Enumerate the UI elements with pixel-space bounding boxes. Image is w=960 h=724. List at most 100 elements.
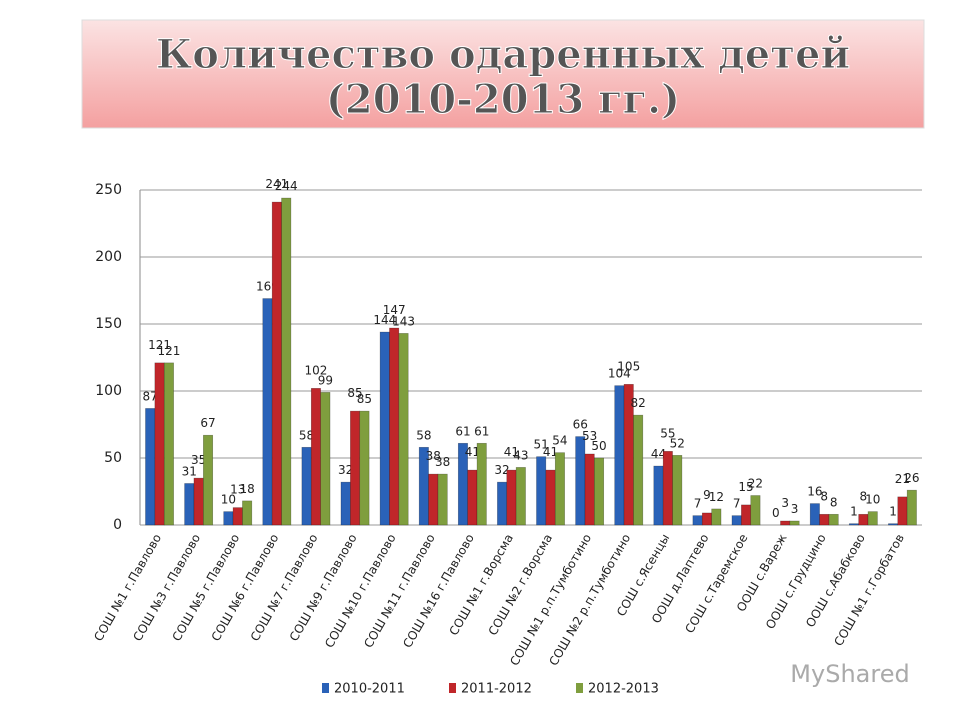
value-label: 38	[426, 449, 441, 463]
value-label: 102	[304, 363, 327, 377]
bar	[271, 201, 282, 526]
bar	[379, 331, 390, 526]
value-label: 10	[221, 493, 236, 507]
legend-swatch	[449, 683, 456, 693]
value-label: 54	[552, 434, 567, 448]
value-label: 55	[660, 426, 675, 440]
bar	[203, 434, 214, 526]
bar	[145, 408, 156, 526]
value-label: 104	[608, 367, 631, 381]
value-label: 147	[383, 303, 406, 317]
value-label: 41	[543, 445, 558, 459]
value-label: 50	[591, 439, 606, 453]
value-label: 58	[416, 428, 431, 442]
x-tick-label: СОШ №11 г.Павлово	[361, 532, 438, 651]
bar	[163, 362, 174, 526]
bar	[662, 450, 673, 526]
value-label: 13	[230, 483, 245, 497]
bar	[545, 469, 556, 526]
value-label: 61	[474, 424, 489, 438]
x-tick-label: СОШ №16 г.Павлово	[400, 532, 477, 651]
value-label: 10	[865, 493, 880, 507]
bar	[692, 515, 703, 526]
value-label: 22	[748, 477, 763, 491]
value-label: 121	[148, 338, 171, 352]
value-label: 32	[494, 463, 509, 477]
value-label: 1	[889, 505, 897, 519]
value-label: 41	[465, 445, 480, 459]
bar	[242, 500, 253, 526]
bar	[741, 504, 752, 526]
bar	[731, 515, 742, 526]
value-label: 32	[338, 463, 353, 477]
value-label: 8	[820, 489, 828, 503]
value-label: 3	[781, 496, 789, 510]
value-label: 43	[513, 448, 528, 462]
value-label: 66	[573, 418, 588, 432]
bar	[437, 473, 448, 526]
bar	[232, 507, 243, 526]
value-label: 18	[239, 482, 254, 496]
bar	[467, 469, 478, 526]
value-label: 1	[850, 505, 858, 519]
bar	[193, 477, 204, 526]
bar	[281, 197, 292, 526]
bar	[888, 523, 899, 526]
value-label: 8	[830, 495, 838, 509]
value-label: 21	[895, 472, 910, 486]
bar	[594, 457, 605, 526]
value-label: 121	[157, 344, 180, 358]
bar	[310, 388, 321, 526]
bar	[672, 455, 683, 526]
y-tick-label: 100	[95, 383, 122, 399]
value-label: 41	[504, 445, 519, 459]
value-label: 3	[791, 502, 799, 516]
value-label: 244	[275, 179, 298, 193]
bar	[515, 467, 526, 526]
value-label: 143	[392, 314, 415, 328]
bar	[398, 333, 409, 526]
value-label: 15	[738, 480, 753, 494]
bar	[780, 520, 791, 526]
value-label: 7	[733, 497, 741, 511]
value-label: 82	[630, 396, 645, 410]
value-label: 8	[860, 489, 868, 503]
value-label: 241	[265, 177, 288, 191]
legend-swatch	[322, 683, 329, 693]
bar	[301, 446, 312, 526]
bar	[867, 511, 878, 526]
value-label: 144	[373, 313, 396, 327]
watermark: MyShared	[790, 660, 909, 688]
value-label: 35	[191, 453, 206, 467]
bar	[750, 495, 761, 526]
value-label: 51	[534, 438, 549, 452]
bar	[575, 436, 586, 526]
value-label: 61	[455, 424, 470, 438]
bar	[828, 513, 839, 526]
x-tick-label: СОШ №1 г.Горбатов	[831, 532, 907, 649]
value-label: 9	[703, 488, 711, 502]
bar	[789, 520, 800, 526]
x-tick-label: СОШ №1 г.Павлово	[91, 532, 164, 644]
value-label: 7	[694, 497, 702, 511]
bar	[506, 469, 517, 526]
bar	[223, 511, 234, 526]
bar	[476, 442, 487, 526]
value-label: 53	[582, 429, 597, 443]
y-tick-label: 250	[95, 182, 122, 198]
value-label: 0	[772, 506, 780, 520]
bar	[320, 392, 331, 526]
bar	[819, 513, 830, 526]
bar	[623, 383, 634, 526]
value-label: 31	[182, 464, 197, 478]
bar	[554, 452, 565, 526]
bar	[897, 496, 908, 526]
bar	[653, 465, 664, 526]
value-label: 38	[435, 455, 450, 469]
bar	[701, 512, 712, 526]
bar	[184, 483, 195, 526]
value-label: 85	[357, 392, 372, 406]
legend-swatch	[576, 683, 583, 693]
bar	[809, 503, 820, 526]
bar	[154, 362, 165, 526]
